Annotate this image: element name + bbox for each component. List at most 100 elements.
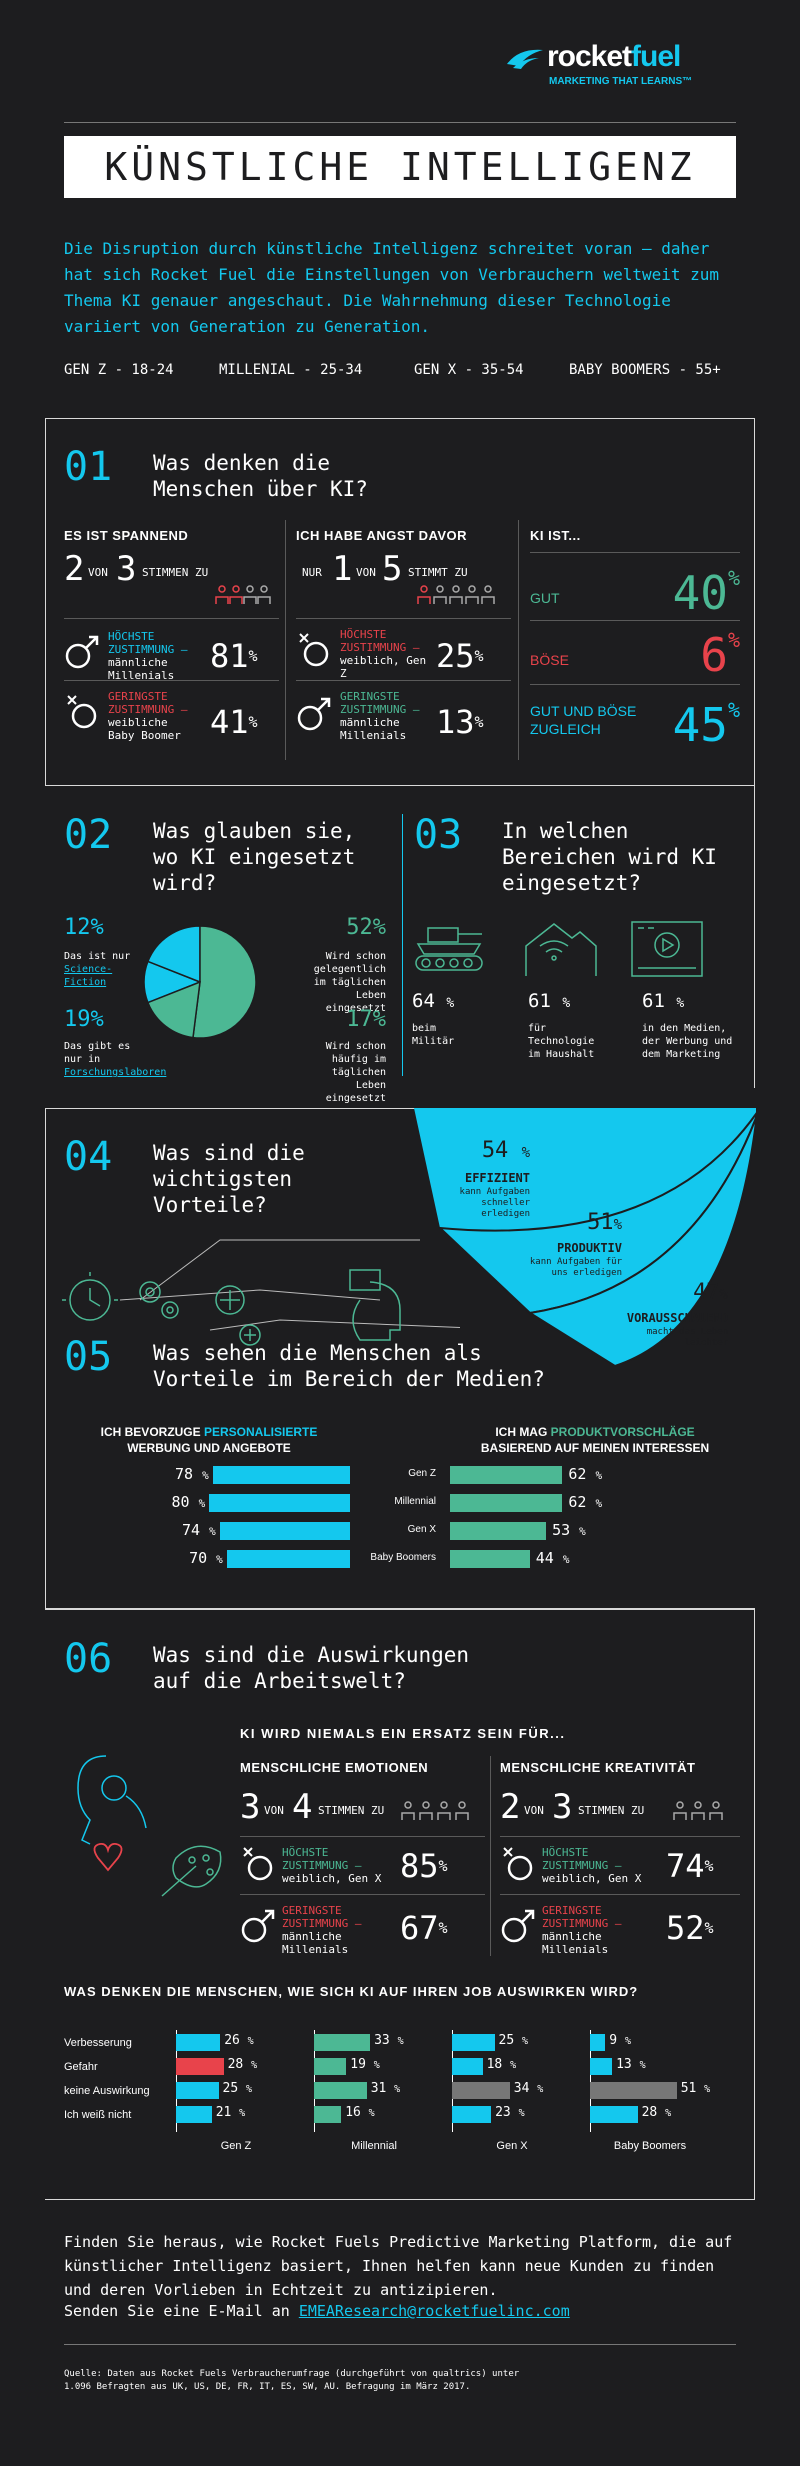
- media-bar-right: [450, 1522, 547, 1540]
- jobs-bar: [314, 2082, 367, 2099]
- media-bar-chart: 78 % Gen Z 62 % 80 % Millennial 62 % 74 % Gen X…: [0, 1465, 800, 1576]
- jobs-category-label: Ich weiß nicht: [64, 2109, 132, 2121]
- stat-value: 85%: [400, 1847, 448, 1885]
- section-number: 06: [64, 1636, 113, 1682]
- female-symbol-icon: [67, 695, 97, 729]
- column-heading: MENSCHLICHE EMOTIONEN: [240, 1760, 429, 1775]
- pie-value: 52%: [346, 915, 386, 940]
- media-category-label: Gen X: [407, 1524, 436, 1535]
- ratio-row: 2 VON 3 STIMMEN ZU: [64, 549, 209, 589]
- male-symbol-icon: [241, 1909, 275, 1943]
- area-stat: 64 % beim Militär: [412, 990, 455, 1047]
- stat-value: 25%: [436, 637, 484, 675]
- media-category-label: Baby Boomers: [370, 1552, 436, 1563]
- section-02-03: [45, 786, 755, 1088]
- media-bar-left: [209, 1494, 350, 1512]
- jobs-bar: [176, 2058, 224, 2075]
- benefits-icons: [62, 1239, 460, 1346]
- media-bar-right: [450, 1466, 563, 1484]
- jobs-bar: [176, 2082, 219, 2099]
- ratio-row: NUR 1 VON 5 STIMMT ZU: [302, 549, 468, 589]
- jobs-axis: [590, 2030, 591, 2132]
- section-question: Was denken die Menschen über KI?: [153, 451, 368, 501]
- pie-label: Das ist nur Science-Fiction: [64, 951, 131, 988]
- jobs-bar: [176, 2106, 212, 2123]
- jobs-axis: [314, 2030, 315, 2132]
- section-01: [45, 418, 755, 786]
- gen-label: BABY BOOMERS - 55+: [569, 362, 721, 378]
- ratio-row: 2 VON 3 STIMMEN ZU: [500, 1787, 645, 1827]
- jobs-value: 23 %: [495, 2105, 525, 2120]
- jobs-value: 16 %: [345, 2105, 375, 2120]
- gen-label: GEN Z - 18-24: [64, 362, 174, 378]
- pie-label: Das gibt es nur in Forschungslaboren: [64, 1041, 167, 1078]
- male-symbol-icon: [65, 635, 99, 669]
- benefit-label: 54 % EFFIZIENT kann Aufgaben schneller e…: [459, 1138, 530, 1219]
- section-06: [45, 1608, 755, 2200]
- stat-value: 52%: [666, 1909, 714, 1947]
- footer-text: Finden Sie heraus, wie Rocket Fuels Pred…: [64, 2233, 733, 2299]
- jobs-bar-chart: Verbesserung Gefahr keine Auswirkung Ich we…: [0, 2030, 800, 2180]
- header-divider: [64, 122, 736, 123]
- jobs-bar: [452, 2034, 495, 2051]
- pie-slice: [192, 925, 257, 1039]
- pie-chart: [143, 925, 257, 1039]
- media-value-left: 70 %: [189, 1549, 223, 1567]
- jobs-value: 33 %: [374, 2033, 404, 2048]
- media-bar-left: [226, 1550, 350, 1568]
- jobs-value: 25 %: [498, 2033, 529, 2048]
- jobs-value: 13 %: [616, 2057, 646, 2072]
- jobs-bar: [314, 2058, 347, 2075]
- column-heading: MENSCHLICHE KREATIVITÄT: [500, 1760, 696, 1775]
- jobs-heading: WAS DENKEN DIE MENSCHEN, WIE SICH KI AUF…: [64, 1984, 639, 1999]
- jobs-value: 21 %: [215, 2105, 246, 2120]
- media-value-right: 62 %: [568, 1465, 603, 1483]
- ki-row-both: GUT UND BÖSE ZUGLEICH 45%: [530, 698, 740, 752]
- jobs-bar: [590, 2106, 638, 2123]
- section-number: 01: [64, 444, 113, 490]
- tank-icon: [415, 927, 483, 971]
- jobs-value: 9 %: [609, 2033, 631, 2048]
- pie-value: 17%: [346, 1007, 386, 1032]
- subhead: KI WIRD NIEMALS EIN ERSATZ SEIN FÜR...: [240, 1726, 566, 1741]
- jobs-value: 25 %: [222, 2081, 253, 2096]
- pie-slice: [146, 980, 201, 1039]
- female-symbol-icon: [503, 1847, 533, 1881]
- media-value-left: 74 %: [182, 1521, 216, 1539]
- column-heading: ES IST SPANNEND: [64, 528, 189, 543]
- jobs-value: 26 %: [224, 2033, 254, 2048]
- ki-row-good: GUT 40%: [530, 566, 740, 620]
- jobs-value: 31 %: [370, 2081, 401, 2096]
- email-link[interactable]: EMEAResearch@rocketfuelinc.com: [298, 2302, 570, 2320]
- brand-logo: rocketfuel MARKETING THAT LEARNS™: [505, 40, 755, 96]
- rocket-swoosh-icon: [507, 49, 543, 69]
- source-note: Quelle: Daten aus Rocket Fuels Verbrauch…: [64, 2369, 520, 2392]
- brand-name-a: rocket: [547, 40, 632, 73]
- male-symbol-icon: [297, 697, 331, 731]
- benefits-fan-chart: [414, 1108, 756, 1368]
- media-category-label: Millennial: [394, 1496, 436, 1507]
- title-box: [64, 136, 736, 198]
- human-creativity-icon: [77, 1755, 222, 1897]
- ratio-row: 3 VON 4 STIMMEN ZU: [240, 1787, 385, 1827]
- female-symbol-icon: [243, 1847, 273, 1881]
- section-number: 05: [64, 1334, 113, 1380]
- area-stat: 61 % für Technologie im Haushalt: [528, 990, 595, 1060]
- column-heading: ICH HABE ANGST DAVOR: [296, 528, 468, 543]
- jobs-axis: [452, 2030, 453, 2132]
- jobs-bar: [452, 2058, 483, 2075]
- media-value-right: 62 %: [568, 1493, 603, 1511]
- section-number: 02: [64, 812, 113, 858]
- jobs-bar: [176, 2034, 221, 2051]
- people-icon: [673, 1801, 723, 1820]
- male-symbol-icon: [501, 1909, 535, 1943]
- benefit-label: 51% PRODUKTIV kann Aufgaben für uns erle…: [529, 1210, 622, 1278]
- media-value-left: 78 %: [175, 1465, 209, 1483]
- jobs-bar: [314, 2034, 371, 2051]
- section-number: 04: [64, 1134, 113, 1180]
- section-question: In welchen Bereichen wird KI eingesetzt?: [502, 819, 717, 895]
- section-question: Was sind die Auswirkungen auf die Arbeit…: [153, 1643, 470, 1693]
- jobs-series-label: Gen Z: [220, 2140, 252, 2152]
- jobs-axis: [176, 2030, 177, 2132]
- jobs-category-label: keine Auswirkung: [64, 2085, 150, 2097]
